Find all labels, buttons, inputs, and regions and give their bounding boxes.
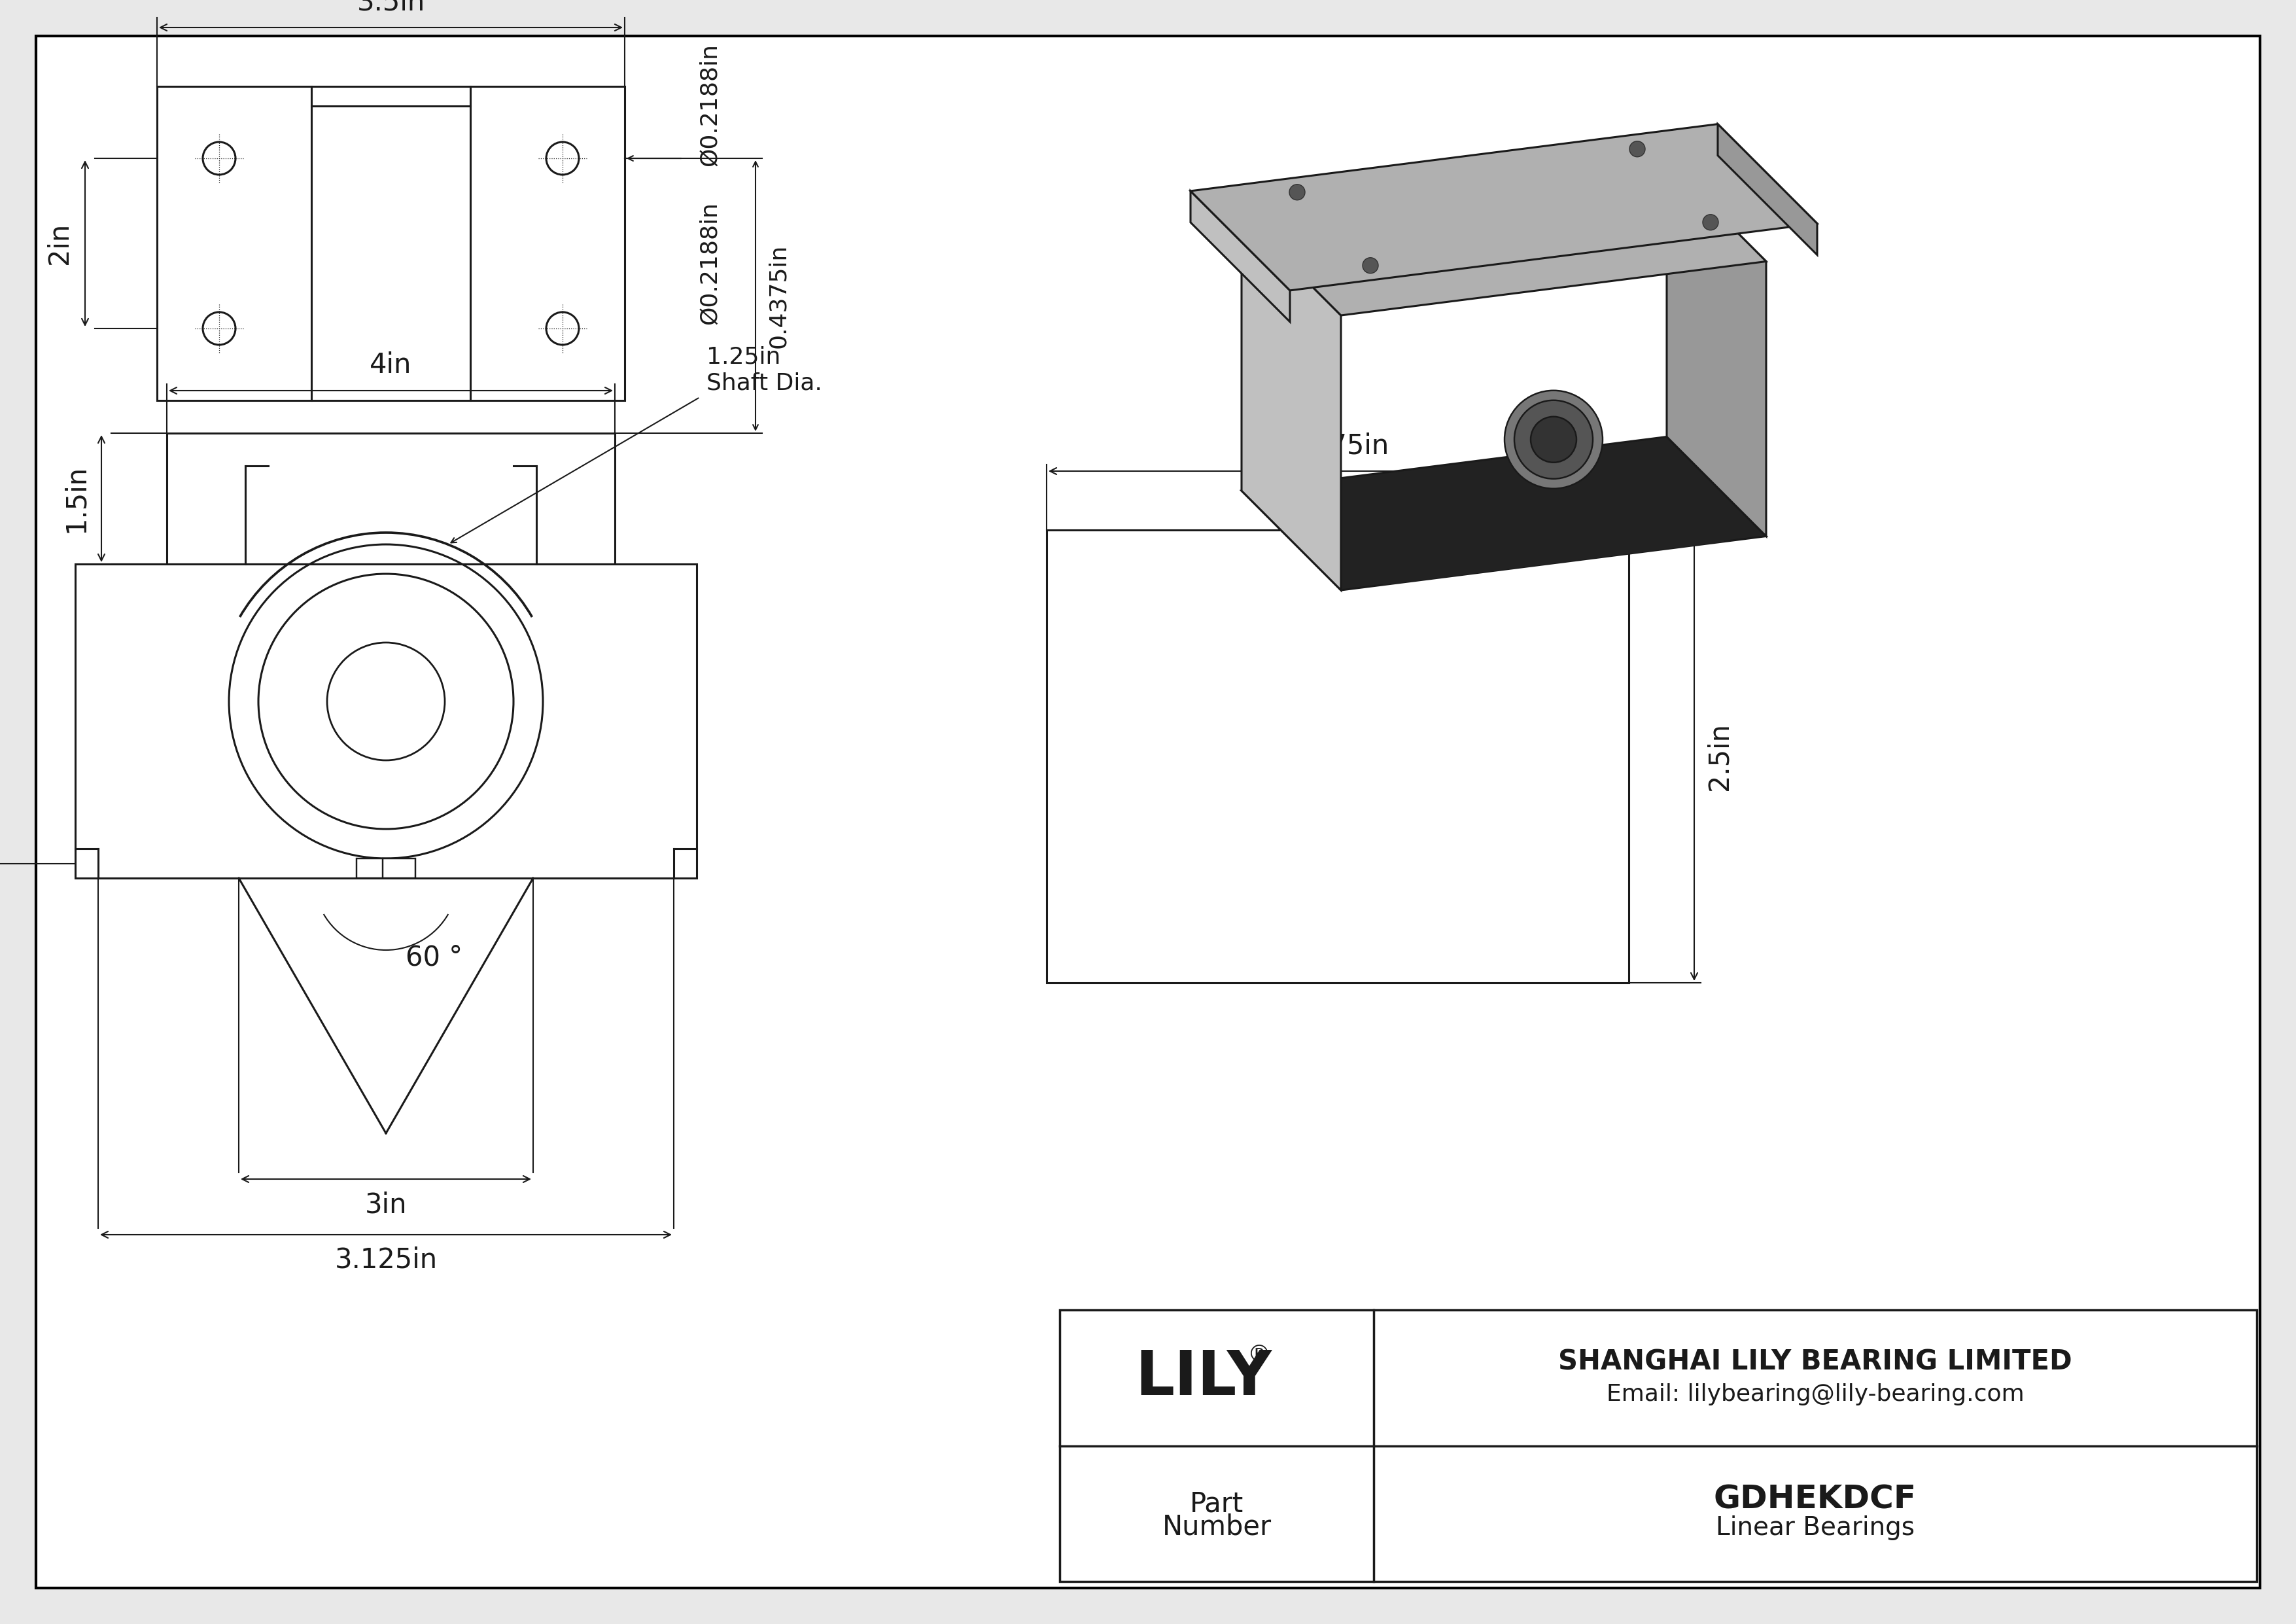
Circle shape (1630, 141, 1646, 158)
Text: 3.5in: 3.5in (356, 0, 425, 16)
Text: Linear Bearings: Linear Bearings (1715, 1515, 1915, 1541)
Text: 4in: 4in (370, 351, 411, 378)
Bar (383, 859, 416, 879)
Text: GDHEKDCF: GDHEKDCF (1713, 1484, 1917, 1515)
Text: 3in: 3in (365, 1190, 406, 1218)
Text: Email: lilybearing@lily-bearing.com: Email: lilybearing@lily-bearing.com (1607, 1384, 2025, 1405)
Text: Ø0.2188in: Ø0.2188in (698, 42, 721, 166)
Text: Ø0.2188in: Ø0.2188in (698, 201, 721, 325)
Text: 1.25in
Shaft Dia.: 1.25in Shaft Dia. (707, 346, 822, 395)
Bar (168, 434, 615, 564)
Polygon shape (1242, 437, 1766, 590)
Polygon shape (1242, 216, 1341, 590)
Text: LILY: LILY (1134, 1348, 1272, 1408)
Text: ®: ® (1247, 1345, 1272, 1366)
Text: 60 °: 60 ° (406, 944, 461, 971)
Bar (1061, 1311, 2257, 1582)
Polygon shape (1667, 162, 1766, 536)
Circle shape (1290, 185, 1304, 200)
Text: SHANGHAI LILY BEARING LIMITED: SHANGHAI LILY BEARING LIMITED (1559, 1348, 2073, 1376)
Polygon shape (1717, 123, 1816, 255)
Bar (76, 564, 696, 879)
Text: Number: Number (1162, 1514, 1272, 1541)
Polygon shape (1192, 123, 1816, 291)
Text: 3.125in: 3.125in (335, 1247, 436, 1273)
Text: 2.5in: 2.5in (1706, 723, 1733, 791)
Polygon shape (1242, 162, 1766, 315)
Bar (1047, 529, 1628, 983)
Text: 0.4375in: 0.4375in (767, 244, 790, 348)
Bar (356, 859, 390, 879)
Circle shape (1531, 417, 1577, 463)
Text: 2in: 2in (46, 222, 73, 265)
Bar (156, 86, 625, 401)
Circle shape (1362, 258, 1378, 273)
Circle shape (1515, 400, 1593, 479)
Polygon shape (1384, 502, 1724, 585)
Circle shape (1504, 390, 1603, 489)
Circle shape (1704, 214, 1717, 231)
Polygon shape (1192, 192, 1290, 322)
Text: 1.5in: 1.5in (62, 464, 90, 533)
Text: 3.375in: 3.375in (1286, 432, 1389, 460)
Text: Part: Part (1189, 1491, 1244, 1518)
